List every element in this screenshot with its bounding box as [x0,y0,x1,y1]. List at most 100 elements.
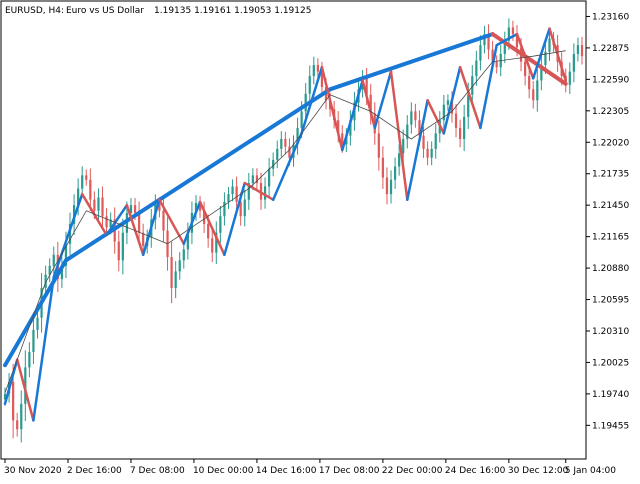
candle-body [178,260,181,272]
candle-body [406,124,409,139]
candle-body [418,120,421,136]
candle-body [32,329,35,352]
chart-header: EURUSD, H4: Euro vs US Dollar 1.19135 1.… [5,6,311,16]
candle-body [255,175,259,184]
y-tick-label: 1.22875 [592,44,629,54]
candle-body [85,175,88,180]
candle-body [64,243,68,266]
zigzag-minor-segment [80,192,108,237]
candle-body [381,157,385,178]
candle-body [377,133,380,158]
zigzag-minor-segment [223,181,246,257]
candle-body [284,138,287,147]
candle-body [491,49,494,62]
candle-body [479,45,482,61]
candle-body [515,34,519,48]
zigzag-minor-segment [548,27,567,82]
candle-body [483,34,486,46]
zigzag-minor-segment [442,65,462,135]
zigzag-minor-segment [243,181,275,201]
candle-body [446,100,450,105]
candle-body [247,183,250,200]
candle-body [105,216,108,228]
candle-body [316,65,319,72]
x-tick-label: 10 Dec 00:00 [193,466,254,476]
thin-trend-line [4,50,566,393]
candle-body [422,135,425,149]
candle-body [215,232,218,253]
candle-body [365,78,368,95]
candle-body [137,212,141,233]
zigzag-minor-segment [495,32,519,47]
zigzag-minor-segment [406,99,429,201]
header-ohlc: 1.19135 1.19161 1.19053 1.19125 [154,6,311,16]
zigzag-minor-segment [15,358,35,422]
candle-body [337,120,340,134]
candle-body [276,148,279,160]
candle-body [3,393,7,400]
zigzag-minor-segment [271,132,303,201]
candle-body [231,186,234,195]
candle-body [36,317,39,330]
y-tick-label: 1.19740 [592,390,629,400]
y-tick-label: 1.23160 [592,12,629,22]
candle-body [60,265,64,280]
zigzag-minor-segment [361,79,377,130]
y-tick-label: 1.19455 [592,421,629,431]
candle-body [89,179,92,200]
y-tick-label: 1.21165 [592,233,629,243]
candle-body [16,420,19,430]
y-tick-label: 1.20880 [592,264,629,274]
zigzag-minor-segment [158,198,186,246]
x-tick-label: 7 Dec 08:00 [130,466,185,476]
candle-body [198,202,202,211]
candle-body [186,232,189,250]
plot-frame [0,0,587,460]
candle-body [235,186,238,202]
y-tick-label: 1.22305 [592,107,629,117]
candle-body [288,146,291,158]
zigzag-minor-segment [182,200,202,246]
candle-body [93,199,96,211]
y-axis: 1.23160 1.22875 1.22590 1.22305 1.22020 1.217… [586,12,629,431]
candle-body [142,232,145,247]
y-tick-label: 1.21450 [592,201,629,211]
candle-body [576,45,580,54]
candle-body [426,148,429,158]
candle-body [170,257,173,288]
indicator-lines [3,27,568,422]
candle-body [20,403,23,430]
zigzag-minor-segment [141,198,161,257]
candle-body [251,175,254,184]
x-tick-label: 5 Jan 04:00 [565,466,617,476]
candle-body [487,34,490,50]
candle-body [454,113,458,128]
candle-body [507,27,510,41]
candle-body [194,202,198,213]
candle-body [97,197,100,211]
candle-body [580,45,584,57]
zigzag-minor-segment [52,192,84,279]
zigzag-major-segment [328,32,495,92]
candle-body [308,76,311,94]
y-tick-label: 1.20025 [592,358,629,368]
candle-body [182,249,185,261]
x-tick-label: 30 Dec 12:00 [508,466,569,476]
zigzag-minor-segment [105,203,129,237]
x-tick-label: 17 Dec 08:00 [319,466,380,476]
zigzag-minor-segment [32,275,56,422]
x-tick-label: 24 Dec 16:00 [445,466,506,476]
candle-body [544,51,547,66]
x-axis: 30 Nov 2020 2 Dec 16:00 7 Dec 08:00 10 Dec … [4,459,616,476]
candle-body [523,61,527,77]
candle-body [475,60,478,77]
candle-body [304,93,307,112]
candle-body [243,199,246,217]
candle-body [77,188,80,206]
candle-body [239,201,242,217]
candle-body [548,38,551,52]
candle-body [536,80,539,101]
candle-body [48,265,51,275]
